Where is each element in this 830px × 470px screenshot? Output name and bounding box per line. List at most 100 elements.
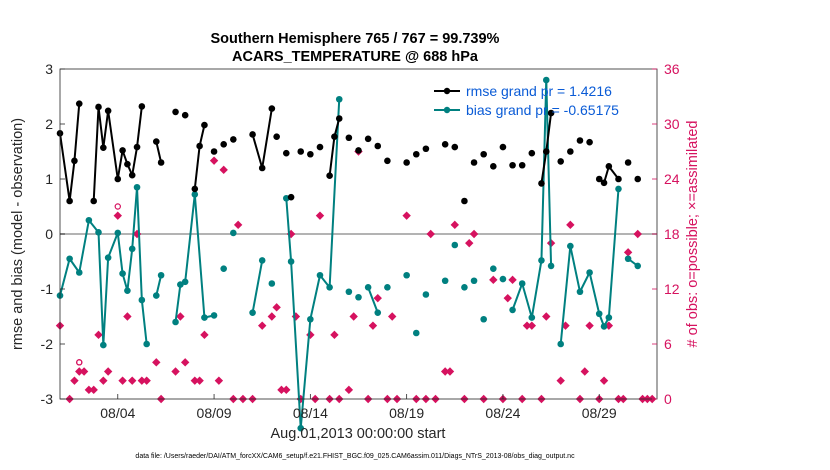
bias-point: [422, 291, 430, 298]
obs-assimilated-point: [113, 211, 122, 220]
bias-point: [85, 216, 93, 224]
rmse-point: [282, 149, 290, 157]
rmse-point: [287, 193, 295, 201]
y-tick-label: -3: [41, 391, 54, 407]
y-right-tick-label: 0: [664, 391, 672, 407]
obs-assimilated-point: [556, 376, 565, 385]
obs-assimilated-point: [219, 165, 228, 175]
bias-point: [490, 265, 497, 272]
y-right-tick-label: 24: [664, 171, 680, 187]
bias-segment: [328, 98, 341, 289]
bias-series-layer: [56, 76, 642, 432]
rmse-point: [66, 197, 73, 205]
obs-assimilated-point: [580, 367, 589, 376]
bias-segment: [588, 271, 601, 315]
obs-assimilated-point: [152, 358, 161, 367]
bias-segment: [367, 286, 379, 314]
rmse-point: [273, 133, 280, 140]
bias-point: [75, 269, 83, 276]
bias-point: [634, 262, 642, 270]
rmse-point: [461, 197, 468, 205]
obs-assimilated-point: [522, 321, 532, 330]
obs-assimilated-point: [84, 385, 94, 395]
rmse-point: [133, 143, 141, 151]
rmse-point: [538, 180, 545, 187]
rmse-point: [451, 143, 459, 151]
rmse-point: [412, 150, 420, 158]
obs-assimilated-point: [180, 358, 190, 367]
left-axis-ticks: -3 -2 -1 0 1 2 3: [41, 61, 65, 407]
y-tick-label: -1: [41, 281, 54, 297]
rmse-point: [201, 121, 208, 129]
bias-segment: [155, 274, 163, 297]
rmse-point: [441, 141, 449, 148]
bias-segment: [184, 193, 196, 283]
rmse-segment: [68, 159, 76, 202]
x-tick-label: 08/29: [582, 405, 617, 421]
bias-point: [220, 265, 227, 272]
rmse-point: [268, 105, 276, 112]
bias-point: [66, 255, 73, 263]
rmse-segment: [545, 112, 553, 153]
y-tick-label: 0: [45, 226, 53, 242]
rmse-segment: [131, 146, 139, 177]
obs-assimilated-point: [195, 376, 204, 385]
obs-assimilated-point: [118, 376, 127, 385]
rmse-point: [355, 147, 362, 154]
rmse-point: [249, 131, 256, 138]
rmse-point: [316, 143, 324, 151]
obs-assimilated-point: [233, 220, 243, 230]
obs-assimilated-point: [330, 330, 339, 340]
legend-rmse-marker: [443, 87, 451, 95]
rmse-point: [364, 135, 372, 143]
bias-point: [547, 262, 555, 270]
bias-point: [191, 191, 199, 198]
rmse-point: [615, 175, 622, 183]
rmse-point: [326, 172, 333, 179]
rmse-segment: [59, 132, 71, 202]
rmse-point: [605, 163, 613, 170]
obs-assimilated-point: [286, 229, 296, 239]
bias-segment: [290, 260, 302, 430]
bias-point: [384, 284, 391, 291]
x-tick-label: 08/04: [100, 405, 135, 421]
bias-point: [374, 309, 382, 316]
bias-point: [177, 281, 184, 288]
bias-point: [268, 280, 276, 287]
rmse-point: [600, 179, 608, 187]
rmse-segment: [198, 124, 206, 147]
rmse-segment: [97, 105, 105, 149]
legend-bias-marker: [443, 106, 451, 114]
bias-point: [528, 314, 536, 321]
chart-title: Southern Hemisphere 765 / 767 = 99.739%: [211, 31, 500, 47]
rmse-segment: [136, 105, 143, 149]
obs-assimilated-point: [349, 312, 358, 321]
bias-segment: [299, 318, 312, 430]
rmse-point: [374, 142, 382, 150]
y-tick-label: 1: [45, 171, 53, 187]
y-axis-label-right: # of obs: o=possible; ×=assimilated: [685, 121, 701, 348]
y-tick-label: 2: [45, 116, 53, 132]
rmse-point: [335, 115, 343, 122]
bias-point: [538, 257, 545, 264]
obs-assimilated-point: [209, 156, 219, 165]
bias-point: [128, 245, 136, 253]
rmse-point: [138, 103, 146, 110]
bias-segment: [59, 257, 71, 297]
rmse-point: [595, 175, 603, 183]
rmse-point: [403, 159, 410, 166]
rmse-segment: [193, 145, 201, 190]
x-axis-label: Aug.01,2013 00:00:00 start: [271, 426, 446, 442]
bias-point: [100, 341, 107, 349]
y-right-tick-label: 6: [664, 336, 672, 352]
obs-assimilated-point: [623, 248, 633, 257]
obs-assimilated-point: [89, 385, 98, 395]
obs-assimilated-point: [445, 367, 455, 376]
obs-assimilated-point: [267, 312, 277, 321]
bias-point: [307, 315, 314, 323]
bias-point: [119, 270, 126, 277]
rmse-point: [157, 159, 165, 166]
rmse-point: [422, 145, 430, 153]
obs-assimilated-point: [450, 220, 459, 230]
